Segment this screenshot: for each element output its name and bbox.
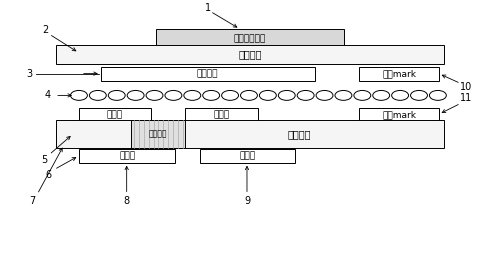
Ellipse shape xyxy=(278,90,295,100)
Text: 10: 10 xyxy=(460,82,472,93)
Bar xyxy=(56,120,444,148)
Ellipse shape xyxy=(165,90,182,100)
Ellipse shape xyxy=(146,90,163,100)
Text: 11: 11 xyxy=(460,93,472,103)
Text: 接地线: 接地线 xyxy=(119,151,135,160)
Bar xyxy=(131,120,186,148)
Ellipse shape xyxy=(260,90,276,100)
Ellipse shape xyxy=(203,90,220,100)
Ellipse shape xyxy=(184,90,201,100)
Text: 天线辐射贴片: 天线辐射贴片 xyxy=(234,34,266,43)
Text: 移相器: 移相器 xyxy=(214,110,230,119)
Text: 金属打孔: 金属打孔 xyxy=(149,130,167,139)
Text: 7: 7 xyxy=(29,196,36,206)
Text: 玻璃基板: 玻璃基板 xyxy=(238,49,262,59)
Text: 5: 5 xyxy=(41,155,47,165)
Text: 微带线: 微带线 xyxy=(240,151,256,160)
Bar xyxy=(155,29,344,48)
Text: 9: 9 xyxy=(244,196,250,206)
Ellipse shape xyxy=(354,90,371,100)
Ellipse shape xyxy=(297,90,314,100)
Text: 对位mark: 对位mark xyxy=(382,110,416,119)
Text: 移相器: 移相器 xyxy=(107,110,123,119)
Ellipse shape xyxy=(335,90,352,100)
Ellipse shape xyxy=(108,90,125,100)
Text: 8: 8 xyxy=(124,196,130,206)
Bar xyxy=(359,108,439,121)
Ellipse shape xyxy=(392,90,409,100)
Bar xyxy=(79,108,150,121)
Ellipse shape xyxy=(90,90,106,100)
Text: 对位mark: 对位mark xyxy=(382,69,416,78)
Ellipse shape xyxy=(222,90,239,100)
Ellipse shape xyxy=(430,90,447,100)
Text: 介质基板: 介质基板 xyxy=(288,129,311,139)
Ellipse shape xyxy=(127,90,144,100)
Bar xyxy=(186,108,258,121)
Bar xyxy=(101,67,315,81)
Bar xyxy=(79,149,175,163)
Bar xyxy=(200,149,295,163)
Text: 1: 1 xyxy=(205,3,211,13)
Ellipse shape xyxy=(316,90,333,100)
Bar xyxy=(359,67,439,81)
Text: 4: 4 xyxy=(44,90,50,100)
Text: 3: 3 xyxy=(26,69,32,79)
Bar xyxy=(56,45,444,64)
Text: 接地信号: 接地信号 xyxy=(197,69,219,78)
Ellipse shape xyxy=(411,90,428,100)
Text: 2: 2 xyxy=(42,25,48,35)
Text: 6: 6 xyxy=(45,169,51,180)
Ellipse shape xyxy=(71,90,87,100)
Ellipse shape xyxy=(241,90,258,100)
Ellipse shape xyxy=(373,90,390,100)
